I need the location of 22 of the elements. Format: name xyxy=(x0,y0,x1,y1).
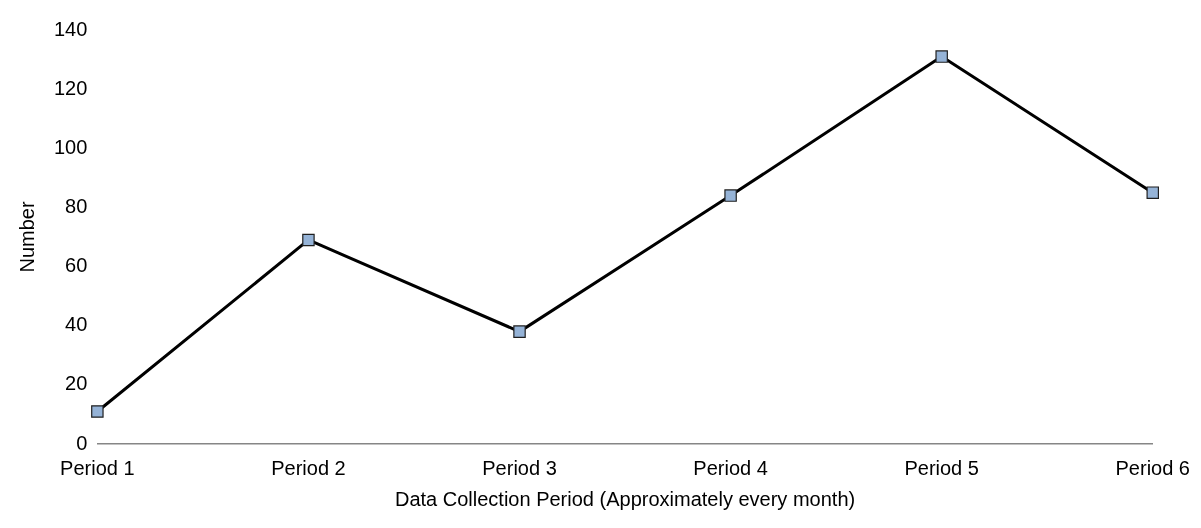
y-tick-label: 20 xyxy=(65,372,88,395)
y-tick-label: 80 xyxy=(65,194,88,217)
x-axis-title: Data Collection Period (Approximately every month) xyxy=(394,487,856,510)
y-tick-label: 140 xyxy=(53,17,88,40)
y-tick-label: 100 xyxy=(53,135,88,158)
x-tick-label: Period 2 xyxy=(271,456,346,479)
x-tick-label: Period 3 xyxy=(482,456,557,479)
y-axis-title: Number xyxy=(15,201,38,273)
point xyxy=(513,325,526,338)
x-tick-label: Period 6 xyxy=(1115,456,1190,479)
point xyxy=(1146,186,1160,199)
point xyxy=(302,233,315,247)
x-tick-label: Period 1 xyxy=(60,456,135,479)
y-tick-label: 120 xyxy=(53,76,88,99)
y-tick-label: 0 xyxy=(76,431,88,454)
x-tick-label: Period 4 xyxy=(693,456,768,479)
x-tick-label: Period 5 xyxy=(904,456,979,479)
y-tick-label: 60 xyxy=(65,254,88,277)
point xyxy=(935,50,948,63)
point xyxy=(91,405,104,418)
y-tick-label: 40 xyxy=(65,313,88,336)
point xyxy=(724,189,737,202)
